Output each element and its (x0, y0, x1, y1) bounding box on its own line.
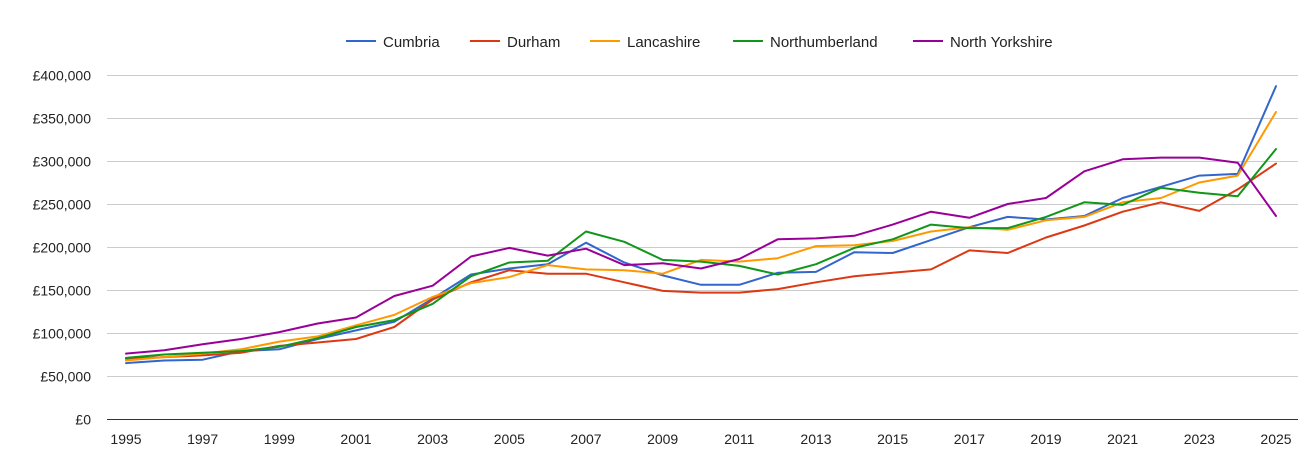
x-tick-label: 2001 (340, 431, 371, 447)
legend[interactable]: Cumbria Durham Lancashire Northumberland Nor… (346, 34, 1053, 51)
legend-item-northumberland[interactable]: Northumberland (733, 34, 878, 51)
x-tick-label: 2011 (724, 431, 754, 447)
legend-label: North Yorkshire (950, 34, 1053, 51)
series-line-north-yorkshire (125, 156, 1277, 355)
legend-item-lancashire[interactable]: Lancashire (590, 34, 700, 51)
axes: £0 £50,000 £100,000 £150,000 £200,000 £250,00… (33, 68, 1298, 447)
y-tick-label: £400,000 (33, 68, 92, 84)
legend-label: Northumberland (770, 34, 878, 51)
y-tick-label: £350,000 (33, 111, 92, 127)
x-tick-label: 2005 (494, 431, 525, 447)
series-line-cumbria (125, 85, 1277, 365)
y-tick-label: £0 (75, 412, 91, 428)
y-tick-label: £200,000 (33, 240, 92, 256)
x-tick-label: 2025 (1260, 431, 1291, 447)
series-line-northumberland (125, 148, 1277, 359)
legend-item-durham[interactable]: Durham (470, 34, 560, 51)
legend-item-cumbria[interactable]: Cumbria (346, 34, 440, 51)
series-line-durham (125, 162, 1277, 360)
y-tick-label: £250,000 (33, 197, 92, 213)
x-tick-label: 2019 (1030, 431, 1061, 447)
x-tick-label: 2021 (1107, 431, 1138, 447)
x-tick-label: 1997 (187, 431, 218, 447)
legend-label: Cumbria (383, 34, 440, 51)
y-tick-label: £300,000 (33, 154, 92, 170)
y-tick-label: £100,000 (33, 326, 92, 342)
legend-label: Lancashire (627, 34, 700, 51)
x-tick-label: 2009 (647, 431, 678, 447)
x-tick-label: 2013 (800, 431, 831, 447)
x-tick-label: 2017 (954, 431, 985, 447)
series-lines (125, 85, 1277, 365)
gridlines (107, 75, 1298, 377)
x-tick-label: 2015 (877, 431, 908, 447)
x-tick-label: 2023 (1184, 431, 1215, 447)
series-line-lancashire (125, 111, 1277, 362)
x-tick-label: 2003 (417, 431, 448, 447)
legend-label: Durham (507, 34, 560, 51)
y-tick-label: £150,000 (33, 283, 92, 299)
legend-item-north-yorkshire[interactable]: North Yorkshire (913, 34, 1053, 51)
x-tick-label: 1999 (264, 431, 295, 447)
x-tick-label: 2007 (570, 431, 601, 447)
x-tick-label: 1995 (110, 431, 141, 447)
y-tick-label: £50,000 (40, 369, 91, 385)
